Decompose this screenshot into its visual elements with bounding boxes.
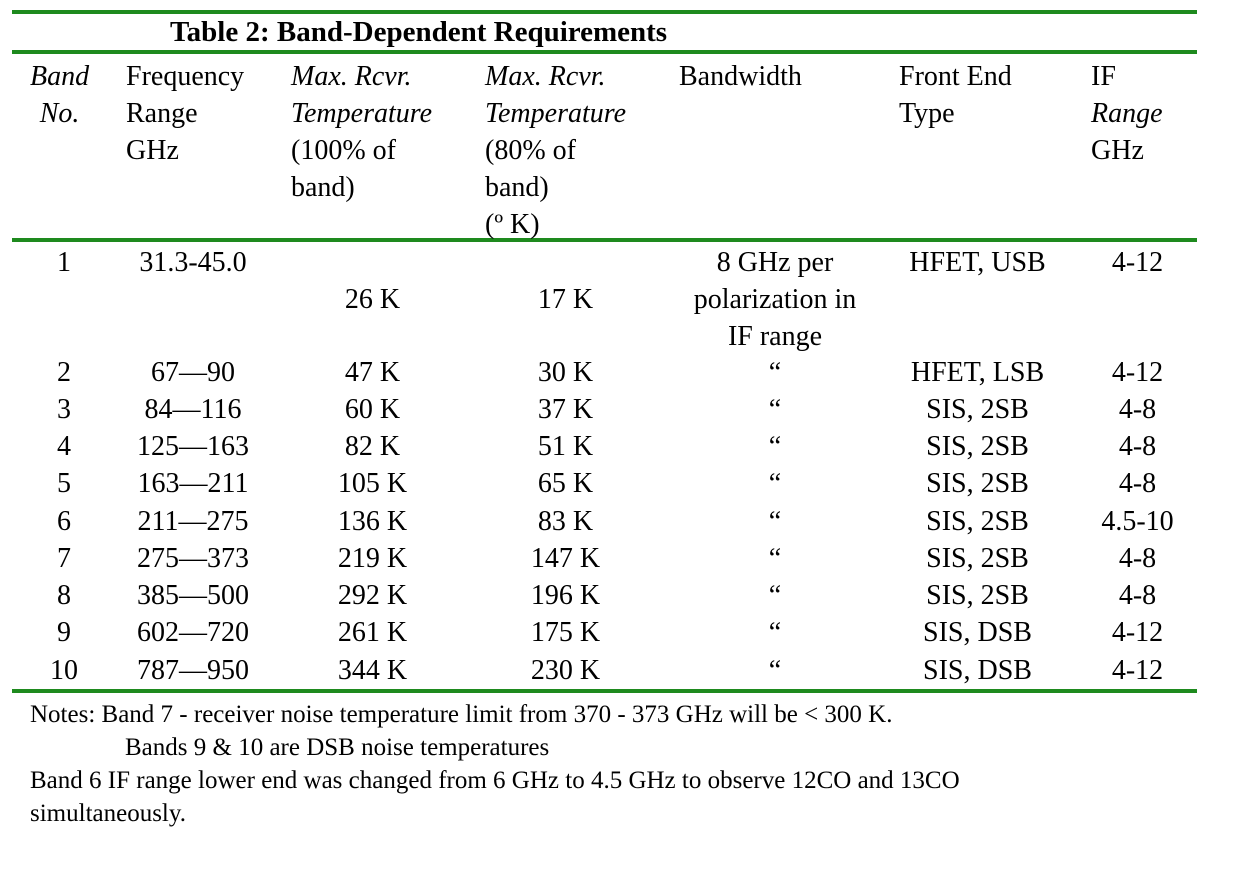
front-end-type: SIS, 2SB	[926, 431, 1029, 462]
table-row-band-3: 3 84—116 60 K 37 K “ SIS, 2SB 4-8	[0, 391, 1256, 428]
max-temp-100: 136 K	[337, 506, 408, 537]
max-temp-80: 147 K	[530, 543, 601, 574]
bandwidth: “	[768, 655, 782, 686]
max-temp-100: 60 K	[344, 394, 401, 425]
if-range: 4-8	[1118, 468, 1157, 499]
if-range: 4-12	[1111, 655, 1164, 686]
if-range: 4.5-10	[1101, 506, 1174, 537]
max-temp-80: 51 K	[537, 431, 594, 462]
table-row-band-4: 4 125—163 82 K 51 K “ SIS, 2SB 4-8	[0, 428, 1256, 465]
if-range: 4-8	[1118, 543, 1157, 574]
bandwidth: “	[768, 506, 782, 537]
if-range: 4-12	[1111, 247, 1164, 278]
frequency-range: 163—211	[137, 468, 249, 499]
table-notes: Notes: Band 7 - receiver noise temperatu…	[30, 698, 960, 830]
frequency-range: 385—500	[137, 580, 249, 611]
max-temp-80: 230 K	[530, 655, 601, 686]
front-end-type: SIS, 2SB	[926, 468, 1029, 499]
front-end-type: SIS, 2SB	[926, 394, 1029, 425]
bandwidth: “	[768, 357, 782, 388]
table-row-band-8: 8 385—500 292 K 196 K “ SIS, 2SB 4-8	[0, 577, 1256, 614]
bandwidth: “	[768, 394, 782, 425]
frequency-range: 602—720	[137, 617, 249, 648]
frequency-range: 211—275	[137, 506, 249, 537]
max-temp-100: 261 K	[337, 617, 408, 648]
table-row-band-5: 5 163—211 105 K 65 K “ SIS, 2SB 4-8	[0, 465, 1256, 502]
frequency-range: 275—373	[137, 543, 249, 574]
max-temp-100: 105 K	[337, 468, 408, 499]
header-bandwidth: Bandwidth	[679, 61, 802, 92]
header-max-temp-100: Max. Rcvr. Temperature (100% of band)	[291, 61, 433, 203]
max-temp-80: 196 K	[530, 580, 601, 611]
band-number: 5	[57, 468, 71, 499]
top-rule	[12, 10, 1197, 14]
if-range: 4-12	[1111, 357, 1164, 388]
table-row-band-6: 6 211—275 136 K 83 K “ SIS, 2SB 4.5-10	[0, 503, 1256, 540]
header-max-temp-80: Max. Rcvr. Temperature (80% of band) (º …	[485, 61, 627, 240]
front-end-type: SIS, DSB	[923, 617, 1032, 648]
max-temp-100: 219 K	[337, 543, 408, 574]
front-end-type: HFET, USB	[909, 247, 1046, 278]
band-number: 1	[57, 247, 71, 278]
band-number: 9	[57, 617, 71, 648]
note-line-3: Band 6 IF range lower end was changed fr…	[30, 767, 960, 794]
front-end-type: SIS, 2SB	[926, 506, 1029, 537]
title-rule	[12, 50, 1197, 54]
table-row-band-9: 9 602—720 261 K 175 K “ SIS, DSB 4-12	[0, 614, 1256, 651]
max-temp-80: 17 K	[537, 284, 594, 315]
bottom-rule	[12, 689, 1197, 693]
bandwidth: “	[768, 468, 782, 499]
band-number: 10	[50, 655, 78, 686]
max-temp-100: 47 K	[344, 357, 401, 388]
table-title: Table 2: Band-Dependent Requirements	[170, 16, 668, 48]
band-number: 6	[57, 506, 71, 537]
if-range: 4-12	[1111, 617, 1164, 648]
max-temp-80: 175 K	[530, 617, 601, 648]
frequency-range: 125—163	[137, 431, 249, 462]
bandwidth: 8 GHz per	[716, 247, 834, 278]
front-end-type: SIS, 2SB	[926, 543, 1029, 574]
frequency-range: 787—950	[137, 655, 249, 686]
max-temp-80: 83 K	[537, 506, 594, 537]
bandwidth: “	[768, 431, 782, 462]
front-end-type: HFET, LSB	[910, 357, 1045, 388]
frequency-range: 31.3-45.0	[139, 247, 247, 278]
frequency-range: 67—90	[151, 357, 235, 388]
note-line-4: simultaneously.	[30, 800, 187, 827]
max-temp-100: 292 K	[337, 580, 408, 611]
if-range: 4-8	[1118, 394, 1157, 425]
front-end-type: SIS, 2SB	[926, 580, 1029, 611]
table-row-band-7: 7 275—373 219 K 147 K “ SIS, 2SB 4-8	[0, 540, 1256, 577]
header-rule	[12, 238, 1197, 242]
band-number: 7	[57, 543, 71, 574]
max-temp-80: 37 K	[537, 394, 594, 425]
band-number: 3	[57, 394, 71, 425]
bandwidth-line-2: polarization in	[693, 284, 857, 315]
band-number: 2	[57, 357, 71, 388]
max-temp-100: 26 K	[344, 284, 401, 315]
header-frequency-range: Frequency Range GHz	[126, 61, 245, 166]
bandwidth: “	[768, 580, 782, 611]
band-number: 8	[57, 580, 71, 611]
header-band-no: Band No.	[30, 61, 90, 129]
bandwidth-line-3: IF range	[727, 321, 823, 352]
note-line-2: Bands 9 & 10 are DSB noise temperatures	[125, 734, 550, 761]
max-temp-100: 82 K	[344, 431, 401, 462]
band-number: 4	[57, 431, 71, 462]
max-temp-80: 65 K	[537, 468, 594, 499]
bandwidth: “	[768, 617, 782, 648]
table-row-band-10: 10 787—950 344 K 230 K “ SIS, DSB 4-12	[0, 652, 1256, 689]
front-end-type: SIS, DSB	[923, 655, 1032, 686]
if-range: 4-8	[1118, 431, 1157, 462]
if-range: 4-8	[1118, 580, 1157, 611]
max-temp-100: 344 K	[337, 655, 408, 686]
frequency-range: 84—116	[144, 394, 242, 425]
bandwidth: “	[768, 543, 782, 574]
header-front-end-type: Front End Type	[899, 61, 1012, 129]
table-row-band-2: 2 67—90 47 K 30 K “ HFET, LSB 4-12	[0, 354, 1256, 391]
max-temp-80: 30 K	[537, 357, 594, 388]
note-line-1: Notes: Band 7 - receiver noise temperatu…	[30, 701, 893, 728]
header-if-range: IF Range GHz	[1091, 61, 1163, 166]
